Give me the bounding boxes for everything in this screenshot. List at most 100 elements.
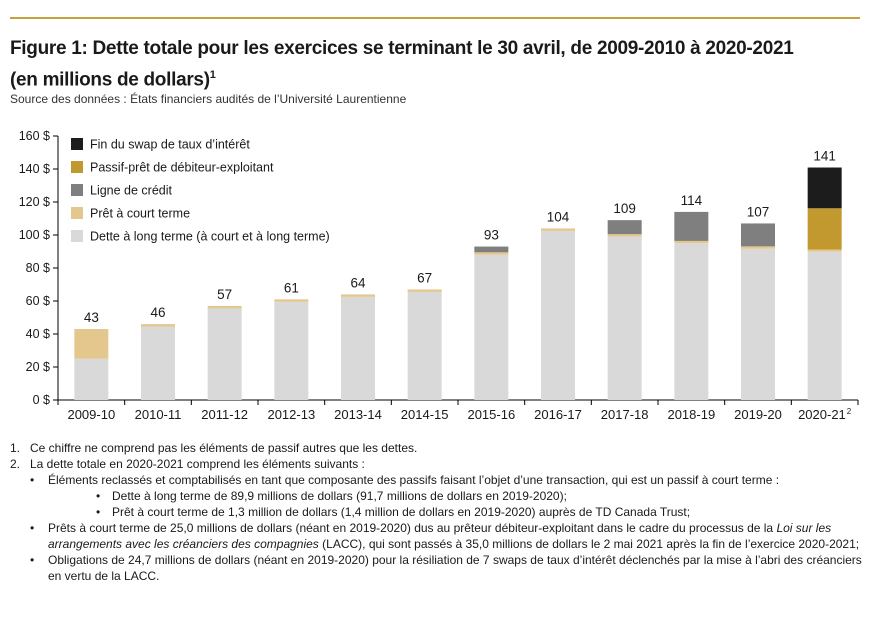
bar-segment — [341, 296, 375, 400]
x-tick-label: 2011-12 — [201, 407, 248, 422]
bar-total-label: 114 — [681, 193, 703, 208]
footnote-1-number: 1. — [10, 441, 21, 455]
bar-segment — [541, 230, 575, 400]
bar-segment — [141, 326, 175, 400]
bar-total-label: 57 — [217, 287, 232, 302]
footnote-bullet-1-text: Éléments reclassés et comptabilisés en t… — [48, 473, 780, 487]
y-tick-label: 80 $ — [26, 261, 50, 275]
y-tick-label: 100 $ — [19, 228, 50, 242]
bar-segment — [807, 208, 842, 250]
y-tick-label: 120 $ — [19, 195, 50, 209]
bar-segment — [674, 240, 709, 244]
legend-swatch — [71, 161, 83, 173]
bar-segment — [607, 234, 642, 237]
bar-segment — [474, 246, 509, 253]
x-tick-label: 2009-10 — [67, 407, 115, 422]
bar-total-label: 61 — [284, 280, 299, 295]
stacked-bar-chart: 0 $ 20 $ 40 $ 60 $ 80 $ 100 $ 120 $ 140 $ 160 $ 4… — [19, 129, 859, 422]
footnote-1-text: Ce chiffre ne comprend pas les éléments … — [30, 441, 418, 455]
footnote-subbullet-1: Dette à long terme de 89,9 millions de d… — [96, 488, 870, 504]
bar-segment — [541, 228, 575, 231]
footnote-subbullet-2: Prêt à court terme de 1,3 million de dol… — [96, 504, 870, 520]
bar-total-label: 109 — [613, 201, 636, 216]
x-tick-label: 2010-11 — [135, 407, 182, 422]
bar-total-label: 64 — [350, 275, 366, 290]
x-tick-label: 2016-17 — [534, 407, 582, 422]
bar-segment — [807, 167, 842, 209]
bar-segment — [674, 243, 709, 400]
x-tick-label: 2017-18 — [601, 407, 649, 422]
legend-swatch — [71, 184, 83, 196]
footnote-2-text: La dette totale en 2020-2021 comprend le… — [30, 457, 365, 471]
footnote-1: 1. Ce chiffre ne comprend pas les élémen… — [10, 440, 870, 456]
footnote-bullet-2-act-name: Loi sur les arrangements avec les créanc… — [48, 521, 832, 551]
bar-total-label: 107 — [747, 204, 770, 219]
bar-total-label: 93 — [484, 228, 499, 243]
bar-segment — [74, 358, 109, 400]
x-tick-label: 2019-20 — [734, 407, 782, 422]
bar-segment — [741, 246, 775, 249]
title-line-2: (en millions de dollars)1 — [10, 62, 794, 93]
y-tick-label: 0 $ — [33, 393, 50, 407]
footnote-bullet-2: Prêts à court terme de 25,0 millions de … — [30, 520, 870, 552]
bar-segment — [607, 220, 642, 235]
bar-segment — [741, 223, 775, 247]
x-tick-label: 2014-15 — [401, 407, 449, 422]
footnote-bullet-1: Éléments reclassés et comptabilisés en t… — [30, 472, 870, 520]
footnote-bullet-2-post: (LACC), qui sont passés à 35,0 millions … — [318, 537, 860, 551]
bar-segment — [207, 305, 242, 309]
legend-label: Fin du swap de taux d’intérêt — [90, 138, 250, 152]
x-tick-label: 2018-19 — [667, 407, 715, 422]
x-tick-label: 2015-16 — [467, 407, 515, 422]
bar-total-label: 104 — [547, 209, 570, 224]
bar-segment — [474, 252, 509, 255]
bar-segment — [207, 308, 242, 400]
title-footnote-ref: 1 — [209, 69, 216, 81]
title-line-2-text: (en millions de dollars) — [10, 69, 210, 91]
bar-segment — [274, 299, 309, 302]
bar-total-label: 43 — [84, 310, 99, 325]
y-tick-label: 140 $ — [19, 162, 50, 176]
legend-label: Passif-prêt de débiteur-exploitant — [90, 161, 274, 175]
y-tick-label: 40 $ — [26, 327, 50, 341]
figure-title: Figure 1: Dette totale pour les exercice… — [10, 35, 794, 93]
y-tick-label: 160 $ — [19, 129, 50, 143]
bar-segment — [607, 236, 642, 400]
footnote-bullet-2-pre: Prêts à court terme de 25,0 millions de … — [48, 521, 777, 535]
y-tick-label: 60 $ — [26, 294, 50, 308]
bar-segment — [341, 294, 375, 297]
x-tick-label: 2012-13 — [267, 407, 315, 422]
bar-total-label: 141 — [813, 149, 836, 164]
footnote-2-details: Éléments reclassés et comptabilisés en t… — [10, 472, 870, 584]
y-tick-label: 20 $ — [26, 360, 50, 374]
bar-segment — [274, 301, 309, 400]
bar-segment — [674, 211, 709, 241]
footnote-bullet-3: Obligations de 24,7 millions de dollars … — [30, 552, 870, 584]
bar-segment — [407, 289, 442, 292]
footnote-2-list: Éléments reclassés et comptabilisés en t… — [10, 472, 870, 584]
x-tick-label: 2020-212 — [798, 407, 852, 422]
bar-segment — [141, 324, 175, 327]
bar-segment — [474, 254, 509, 400]
bar-segment — [74, 329, 109, 359]
bar-total-label: 67 — [417, 270, 432, 285]
x-tick-label: 2013-14 — [334, 407, 382, 422]
footnote-sublist: Dette à long terme de 89,9 millions de d… — [48, 488, 870, 520]
legend-swatch — [71, 207, 83, 219]
legend-swatch — [71, 230, 83, 242]
source-note: Source des données : États financiers au… — [10, 92, 407, 106]
bar-segment — [407, 291, 442, 400]
legend-label: Dette à long terme (à court et à long te… — [90, 230, 330, 244]
legend-label: Prêt à court terme — [90, 207, 190, 221]
legend-label: Ligne de crédit — [90, 184, 173, 198]
footnote-2: 2. La dette totale en 2020-2021 comprend… — [10, 456, 870, 472]
bar-segment — [807, 249, 842, 252]
legend-swatch — [71, 138, 83, 150]
footnotes: 1. Ce chiffre ne comprend pas les élémen… — [10, 440, 870, 584]
footnote-2-number: 2. — [10, 457, 21, 471]
bar-segment — [741, 248, 775, 400]
title-line-1: Figure 1: Dette totale pour les exercice… — [10, 38, 794, 59]
accent-rule — [10, 17, 860, 19]
bar-total-label: 46 — [150, 305, 165, 320]
bar-segment — [807, 251, 842, 400]
